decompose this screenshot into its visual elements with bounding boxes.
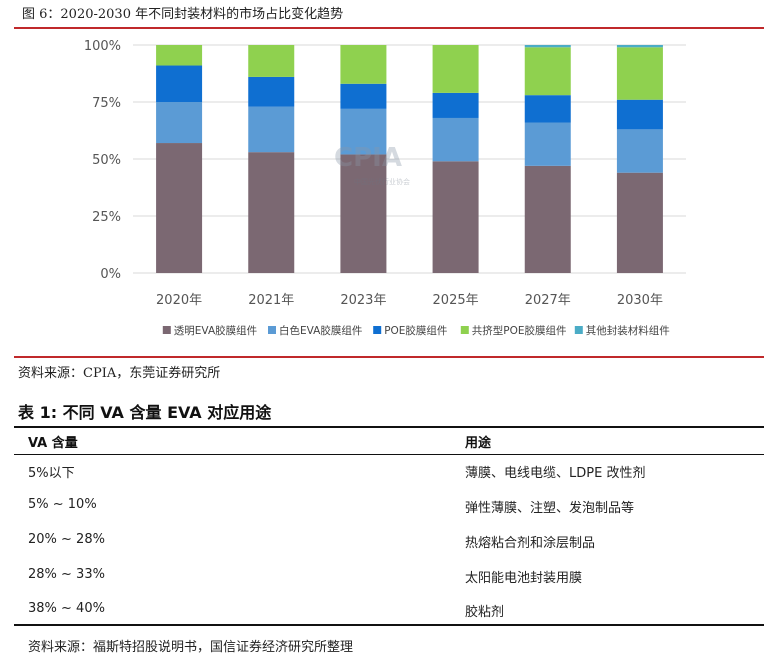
bar-segment-3 <box>340 45 387 84</box>
table-cell-va: 28% ~ 33% <box>28 567 105 582</box>
bar-segment-0 <box>156 143 203 273</box>
bar-segment-0 <box>248 152 295 273</box>
bar-segment-1 <box>156 102 203 144</box>
y-tick-label: 25% <box>92 210 121 225</box>
table-cell-va: 5%以下 <box>28 466 75 481</box>
legend-label: 其他封装材料组件 <box>586 324 670 337</box>
legend-swatch <box>373 326 382 334</box>
legend-item-0: 透明EVA胶膜组件 <box>162 324 257 337</box>
bar-segment-0 <box>432 161 479 273</box>
source-divider <box>14 356 764 358</box>
bar-segment-1 <box>432 117 479 162</box>
chart-grid <box>133 44 686 274</box>
y-tick-label: 0% <box>100 267 121 282</box>
figure-source: 资料来源：CPIA，东莞证券研究所 <box>18 366 221 381</box>
y-tick-label: 75% <box>92 96 121 111</box>
x-tick-label: 2030年 <box>617 293 663 308</box>
cpia-watermark: CPIA 中国光伏行业协会 <box>334 143 410 186</box>
bar-segment-0 <box>340 154 387 273</box>
bar-segment-4 <box>616 45 663 48</box>
x-tick-label: 2027年 <box>525 293 571 308</box>
legend-item-1: 白色EVA胶膜组件 <box>268 324 362 337</box>
table-bottom-rule <box>14 624 764 626</box>
table-cell-usage: 弹性薄膜、注塑、发泡制品等 <box>465 501 635 516</box>
bar-segment-1 <box>616 129 663 173</box>
legend-item-3: 共挤型POE胶膜组件 <box>460 324 567 337</box>
chart-bars <box>156 45 663 273</box>
caption-divider <box>14 27 764 29</box>
table-title: 表 1: 不同 VA 含量 EVA 对应用途 <box>18 403 272 422</box>
legend-label: 共挤型POE胶膜组件 <box>472 324 567 337</box>
table-cell-va: 20% ~ 28% <box>28 532 105 547</box>
bar-segment-2 <box>340 83 387 109</box>
chart-legend: 透明EVA胶膜组件 白色EVA胶膜组件 POE胶膜组件 共挤型POE胶膜组件 其他封装材… <box>162 324 670 337</box>
table-cell-va: 5% ~ 10% <box>28 497 97 512</box>
table-header-rule <box>14 454 764 455</box>
legend-swatch <box>460 326 469 334</box>
legend-swatch <box>162 326 171 334</box>
watermark-text: CPIA <box>334 143 402 173</box>
x-tick-label: 2025年 <box>433 293 479 308</box>
table-top-rule <box>14 426 764 428</box>
bar-segment-3 <box>616 47 663 100</box>
y-tick-label: 50% <box>92 153 121 168</box>
x-tick-label: 2021年 <box>248 293 294 308</box>
table-header-va: VA 含量 <box>28 436 78 451</box>
legend-item-4: 其他封装材料组件 <box>574 324 670 337</box>
legend-swatch <box>574 326 583 334</box>
bar-segment-2 <box>156 65 203 102</box>
legend-label: 白色EVA胶膜组件 <box>279 324 362 337</box>
table-cell-usage: 胶粘剂 <box>465 605 505 620</box>
bar-segment-1 <box>248 106 295 153</box>
y-tick-label: 100% <box>84 39 121 54</box>
bar-segment-3 <box>524 47 571 96</box>
table-header-usage: 用途 <box>465 436 492 451</box>
bar-segment-2 <box>248 76 295 107</box>
legend-swatch <box>268 326 276 334</box>
legend-label: POE胶膜组件 <box>384 324 447 337</box>
stacked-bar-chart: 0% 25% 50% 75% 100% 2020年 2021年 2023年 2025年 2027年… <box>84 39 686 337</box>
table-cell-usage: 薄膜、电线电缆、LDPE 改性剂 <box>465 466 646 481</box>
bar-segment-0 <box>616 172 663 273</box>
table-source: 资料来源：福斯特招股说明书，国信证券经济研究所整理 <box>28 640 354 655</box>
table-cell-usage: 太阳能电池封装用膜 <box>465 571 583 586</box>
bar-segment-0 <box>524 165 571 273</box>
table-cell-va: 38% ~ 40% <box>28 601 105 616</box>
watermark-subtext: 中国光伏行业协会 <box>354 177 410 186</box>
bar-segment-3 <box>432 45 479 93</box>
bar-segment-4 <box>524 45 571 48</box>
bar-segment-1 <box>524 122 571 166</box>
bar-segment-1 <box>340 108 387 155</box>
bar-segment-3 <box>248 45 295 77</box>
x-tick-label: 2023年 <box>340 293 386 308</box>
bar-segment-2 <box>432 92 479 118</box>
bar-segment-2 <box>616 99 663 130</box>
chart-ticks: 0% 25% 50% 75% 100% 2020年 2021年 2023年 2025年 2027年… <box>84 39 663 308</box>
x-tick-label: 2020年 <box>156 293 202 308</box>
legend-label: 透明EVA胶膜组件 <box>174 324 257 337</box>
bar-segment-2 <box>524 95 571 123</box>
bar-segment-3 <box>156 45 203 66</box>
table-cell-usage: 热熔粘合剂和涂层制品 <box>465 536 596 551</box>
figure-caption: 图 6：2020-2030 年不同封装材料的市场占比变化趋势 <box>22 7 344 22</box>
legend-item-2: POE胶膜组件 <box>373 324 447 337</box>
